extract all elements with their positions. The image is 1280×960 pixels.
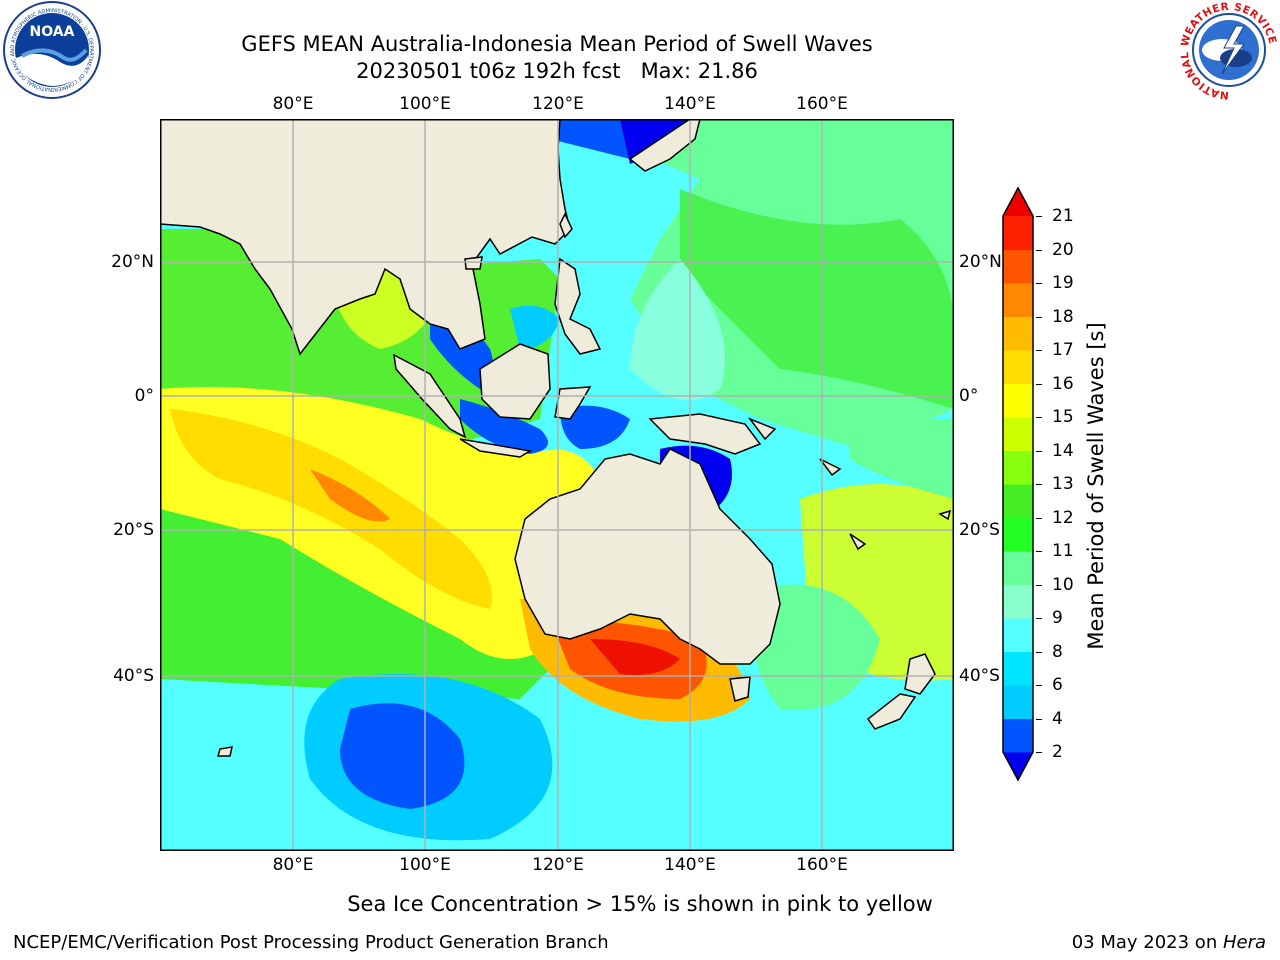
colorbar-tick-mark bbox=[1036, 584, 1042, 586]
colorbar-tick-mark bbox=[1036, 752, 1042, 753]
colorbar-swatch bbox=[1003, 718, 1033, 753]
colorbar-tick-mark bbox=[1036, 551, 1042, 552]
chart-subtitle: 20230501 t06z 192h fcst Max: 21.86 bbox=[356, 59, 758, 83]
nws-logo: NATIONAL WEATHER SERVICE bbox=[1179, 1, 1278, 100]
colorbar-tick-label: 11 bbox=[1052, 541, 1074, 561]
colorbar-label: Mean Period of Swell Waves [s] bbox=[1084, 322, 1108, 650]
colorbar-extend-low bbox=[1003, 752, 1033, 780]
colorbar-tick-mark bbox=[1036, 685, 1042, 686]
sea-ice-note: Sea Ice Concentration > 15% is shown in … bbox=[347, 892, 933, 916]
lat-tick-right-20s: 20°S bbox=[959, 520, 1000, 540]
colorbar-tick-label: 19 bbox=[1052, 273, 1074, 293]
date-text: 03 May 2023 on bbox=[1071, 932, 1223, 953]
lat-tick-left-20s: 20°S bbox=[113, 520, 154, 540]
colorbar-swatch bbox=[1003, 417, 1033, 451]
lon-tick-bottom-120e: 120°E bbox=[532, 855, 584, 875]
colorbar-tick-mark bbox=[1036, 450, 1042, 452]
colorbar-tick-mark bbox=[1036, 618, 1042, 619]
landmasses bbox=[160, 119, 952, 757]
lat-tick-left-0: 0° bbox=[134, 386, 154, 406]
colorbar-tick-label: 4 bbox=[1052, 708, 1063, 729]
colorbar-swatch bbox=[1003, 249, 1033, 284]
colorbar-tick-label: 16 bbox=[1052, 373, 1074, 394]
colorbar-tick-mark bbox=[1036, 417, 1042, 418]
colorbar-swatch bbox=[1003, 383, 1033, 418]
colorbar-tick-mark bbox=[1036, 383, 1042, 385]
lon-tick-top-100e: 100°E bbox=[399, 94, 451, 114]
colorbar-tick-label: 9 bbox=[1052, 608, 1063, 628]
colorbar-tick-mark bbox=[1036, 517, 1042, 519]
colorbar-tick-label: 14 bbox=[1052, 440, 1074, 461]
colorbar-tick-mark bbox=[1036, 249, 1042, 251]
colorbar-tick-mark bbox=[1036, 283, 1042, 284]
colorbar-swatch bbox=[1003, 350, 1033, 384]
colorbar-tick-mark bbox=[1036, 718, 1042, 720]
lat-tick-right-40s: 40°S bbox=[959, 666, 1000, 686]
credit-text: NCEP/EMC/Verification Post Processing Pr… bbox=[13, 932, 609, 953]
colorbar-swatch bbox=[1003, 651, 1033, 686]
colorbar-swatch bbox=[1003, 685, 1033, 719]
colorbar-tick-label: 8 bbox=[1052, 641, 1063, 662]
date-stamp: 03 May 2023 on Hera bbox=[1072, 932, 1266, 954]
colorbar-tick-label: 13 bbox=[1052, 474, 1074, 494]
lon-tick-bottom-100e: 100°E bbox=[399, 855, 451, 875]
lon-tick-bottom-160e: 160°E bbox=[796, 855, 848, 875]
svg-text:NOAA: NOAA bbox=[30, 24, 75, 40]
lon-tick-bottom-140e: 140°E bbox=[664, 855, 716, 875]
lon-tick-top-80e: 80°E bbox=[272, 94, 314, 114]
lon-tick-top-140e: 140°E bbox=[664, 94, 716, 114]
colorbar-tick-label: 21 bbox=[1052, 206, 1074, 226]
colorbar-swatches bbox=[1003, 188, 1033, 780]
colorbar-swatch bbox=[1003, 484, 1033, 518]
lat-tick-right-20n: 20°N bbox=[959, 252, 1002, 272]
lon-tick-top-160e: 160°E bbox=[796, 94, 848, 114]
colorbar-tick-label: 15 bbox=[1052, 407, 1074, 427]
colorbar-extend-high bbox=[1003, 188, 1033, 216]
colorbar-swatch bbox=[1003, 283, 1033, 317]
lat-tick-right-0: 0° bbox=[959, 386, 979, 406]
colorbar-swatch bbox=[1003, 618, 1033, 652]
swell-period-map bbox=[160, 119, 954, 851]
lon-tick-top-120e: 120°E bbox=[532, 94, 584, 114]
colorbar-tick-mark bbox=[1036, 216, 1042, 217]
colorbar-swatch bbox=[1003, 216, 1033, 250]
colorbar-tick-label: 20 bbox=[1052, 239, 1074, 260]
colorbar-tick-mark bbox=[1036, 316, 1042, 318]
host-name: Hera bbox=[1222, 932, 1266, 953]
colorbar-tick-mark bbox=[1036, 350, 1042, 351]
chart-title: GEFS MEAN Australia-Indonesia Mean Perio… bbox=[241, 32, 873, 56]
colorbar-tick-label: 10 bbox=[1052, 574, 1074, 595]
lat-tick-left-40s: 40°S bbox=[113, 666, 154, 686]
graticule bbox=[160, 119, 954, 851]
noaa-logo: NOAA NATIONAL OCEANIC AND ATMOSPHERIC AD… bbox=[0, 0, 101, 99]
colorbar-tick-label: 18 bbox=[1052, 306, 1074, 327]
colorbar-swatch bbox=[1003, 551, 1033, 585]
colorbar-swatch bbox=[1003, 450, 1033, 485]
colorbar-tick-mark bbox=[1036, 651, 1042, 653]
colorbar-tick-label: 17 bbox=[1052, 340, 1074, 360]
lon-tick-bottom-80e: 80°E bbox=[272, 855, 314, 875]
colorbar-tick-label: 6 bbox=[1052, 675, 1063, 695]
colorbar-tick-label: 12 bbox=[1052, 507, 1074, 528]
colorbar-swatch bbox=[1003, 316, 1033, 351]
colorbar-tick-mark bbox=[1036, 484, 1042, 485]
colorbar bbox=[1002, 186, 1034, 782]
lat-tick-left-20n: 20°N bbox=[111, 252, 154, 272]
colorbar-swatch bbox=[1003, 517, 1033, 552]
colorbar-tick-label: 2 bbox=[1052, 742, 1063, 762]
colorbar-swatch bbox=[1003, 584, 1033, 619]
